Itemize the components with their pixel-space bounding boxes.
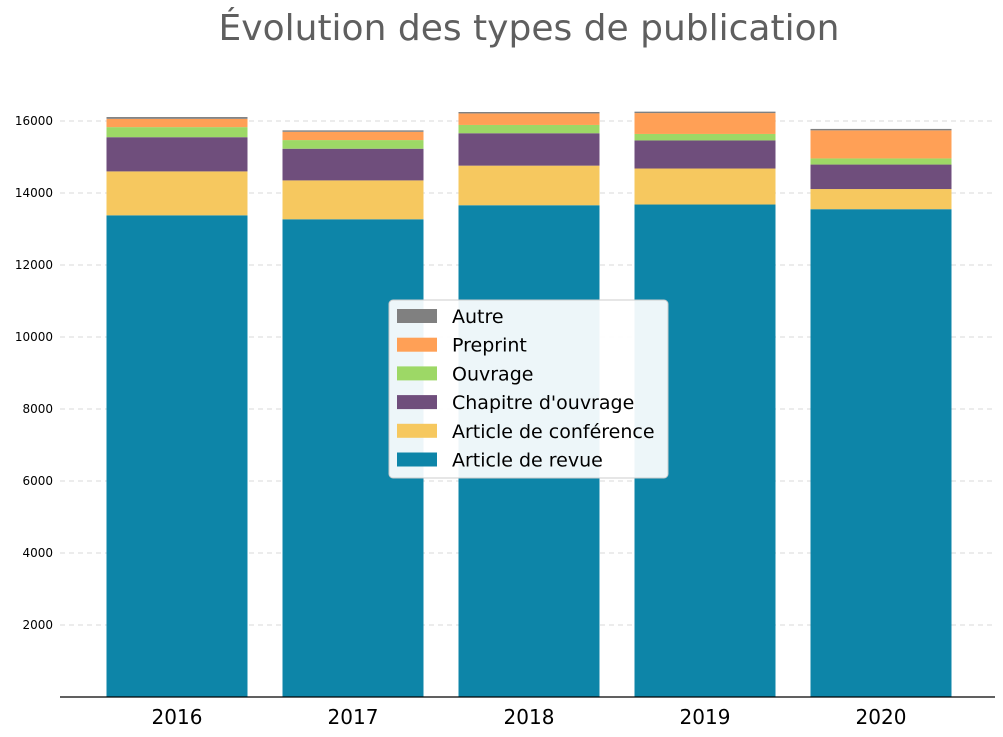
legend: Autre Preprint Ouvrage Chapitre d'ouvrage Ar… <box>388 299 669 479</box>
x-tick-label: 2016 <box>152 705 203 729</box>
bar-2020-series-0 <box>810 209 952 697</box>
bar-2018-series-2 <box>458 133 600 166</box>
bar-2020-series-2 <box>810 164 952 190</box>
y-tick-label: 16000 <box>15 114 53 128</box>
bar-2016-series-0 <box>106 215 248 697</box>
axes: 2000 4000 6000 8000 10000 12000 14000 16000 2016… <box>15 114 995 729</box>
x-tick-label: 2019 <box>680 705 731 729</box>
legend-label-4: Preprint <box>452 335 527 357</box>
legend-label-5: Autre <box>452 306 504 328</box>
y-tick-label: 6000 <box>22 474 53 488</box>
legend-label-0: Article de revue <box>452 450 603 472</box>
y-tick-label: 14000 <box>15 186 53 200</box>
chart-title: Évolution des types de publication <box>218 8 840 49</box>
x-tick-label: 2020 <box>856 705 907 729</box>
bar-2019-series-5 <box>634 111 776 114</box>
legend-swatch-2 <box>397 395 437 410</box>
x-tick-label: 2018 <box>504 705 555 729</box>
legend-swatch-4 <box>397 337 437 352</box>
legend-swatch-0 <box>397 452 437 467</box>
y-tick-label: 2000 <box>22 618 53 632</box>
legend-label-2: Chapitre d'ouvrage <box>452 392 634 414</box>
bar-2016-series-3 <box>106 127 248 138</box>
bar-2018-series-3 <box>458 124 600 134</box>
bar-2018-series-5 <box>458 112 600 114</box>
bar-2018-series-4 <box>458 113 600 125</box>
bar-2017-series-2 <box>282 148 424 181</box>
y-tick-label: 8000 <box>22 402 53 416</box>
bar-2020-series-5 <box>810 128 952 131</box>
bar-2016-series-1 <box>106 171 248 216</box>
legend-label-3: Ouvrage <box>452 363 533 385</box>
bar-2019-series-4 <box>634 113 776 134</box>
legend-swatch-5 <box>397 309 437 323</box>
bar-2016-series-2 <box>106 137 248 172</box>
bar-2017-series-4 <box>282 131 424 141</box>
legend-box <box>388 299 669 479</box>
bar-2017-series-5 <box>282 130 424 132</box>
bar-2017-series-3 <box>282 140 424 149</box>
bar-2018-series-1 <box>458 165 600 206</box>
legend-swatch-1 <box>397 423 437 438</box>
bar-2020-series-3 <box>810 158 952 165</box>
bar-2016-series-4 <box>106 118 248 128</box>
bar-2019-series-3 <box>634 133 776 141</box>
bar-2020-series-4 <box>810 130 952 159</box>
x-tick-label: 2017 <box>328 705 379 729</box>
legend-swatch-3 <box>397 366 437 381</box>
legend-label-1: Article de conférence <box>452 421 655 443</box>
bar-2019-series-1 <box>634 168 776 205</box>
y-tick-label: 10000 <box>15 330 53 344</box>
bar-2020-series-1 <box>810 189 952 210</box>
bar-2019-series-2 <box>634 140 776 169</box>
y-tick-label: 4000 <box>22 546 53 560</box>
bar-2017-series-1 <box>282 180 424 220</box>
y-tick-label: 12000 <box>15 258 53 272</box>
bar-2016-series-5 <box>106 117 248 119</box>
